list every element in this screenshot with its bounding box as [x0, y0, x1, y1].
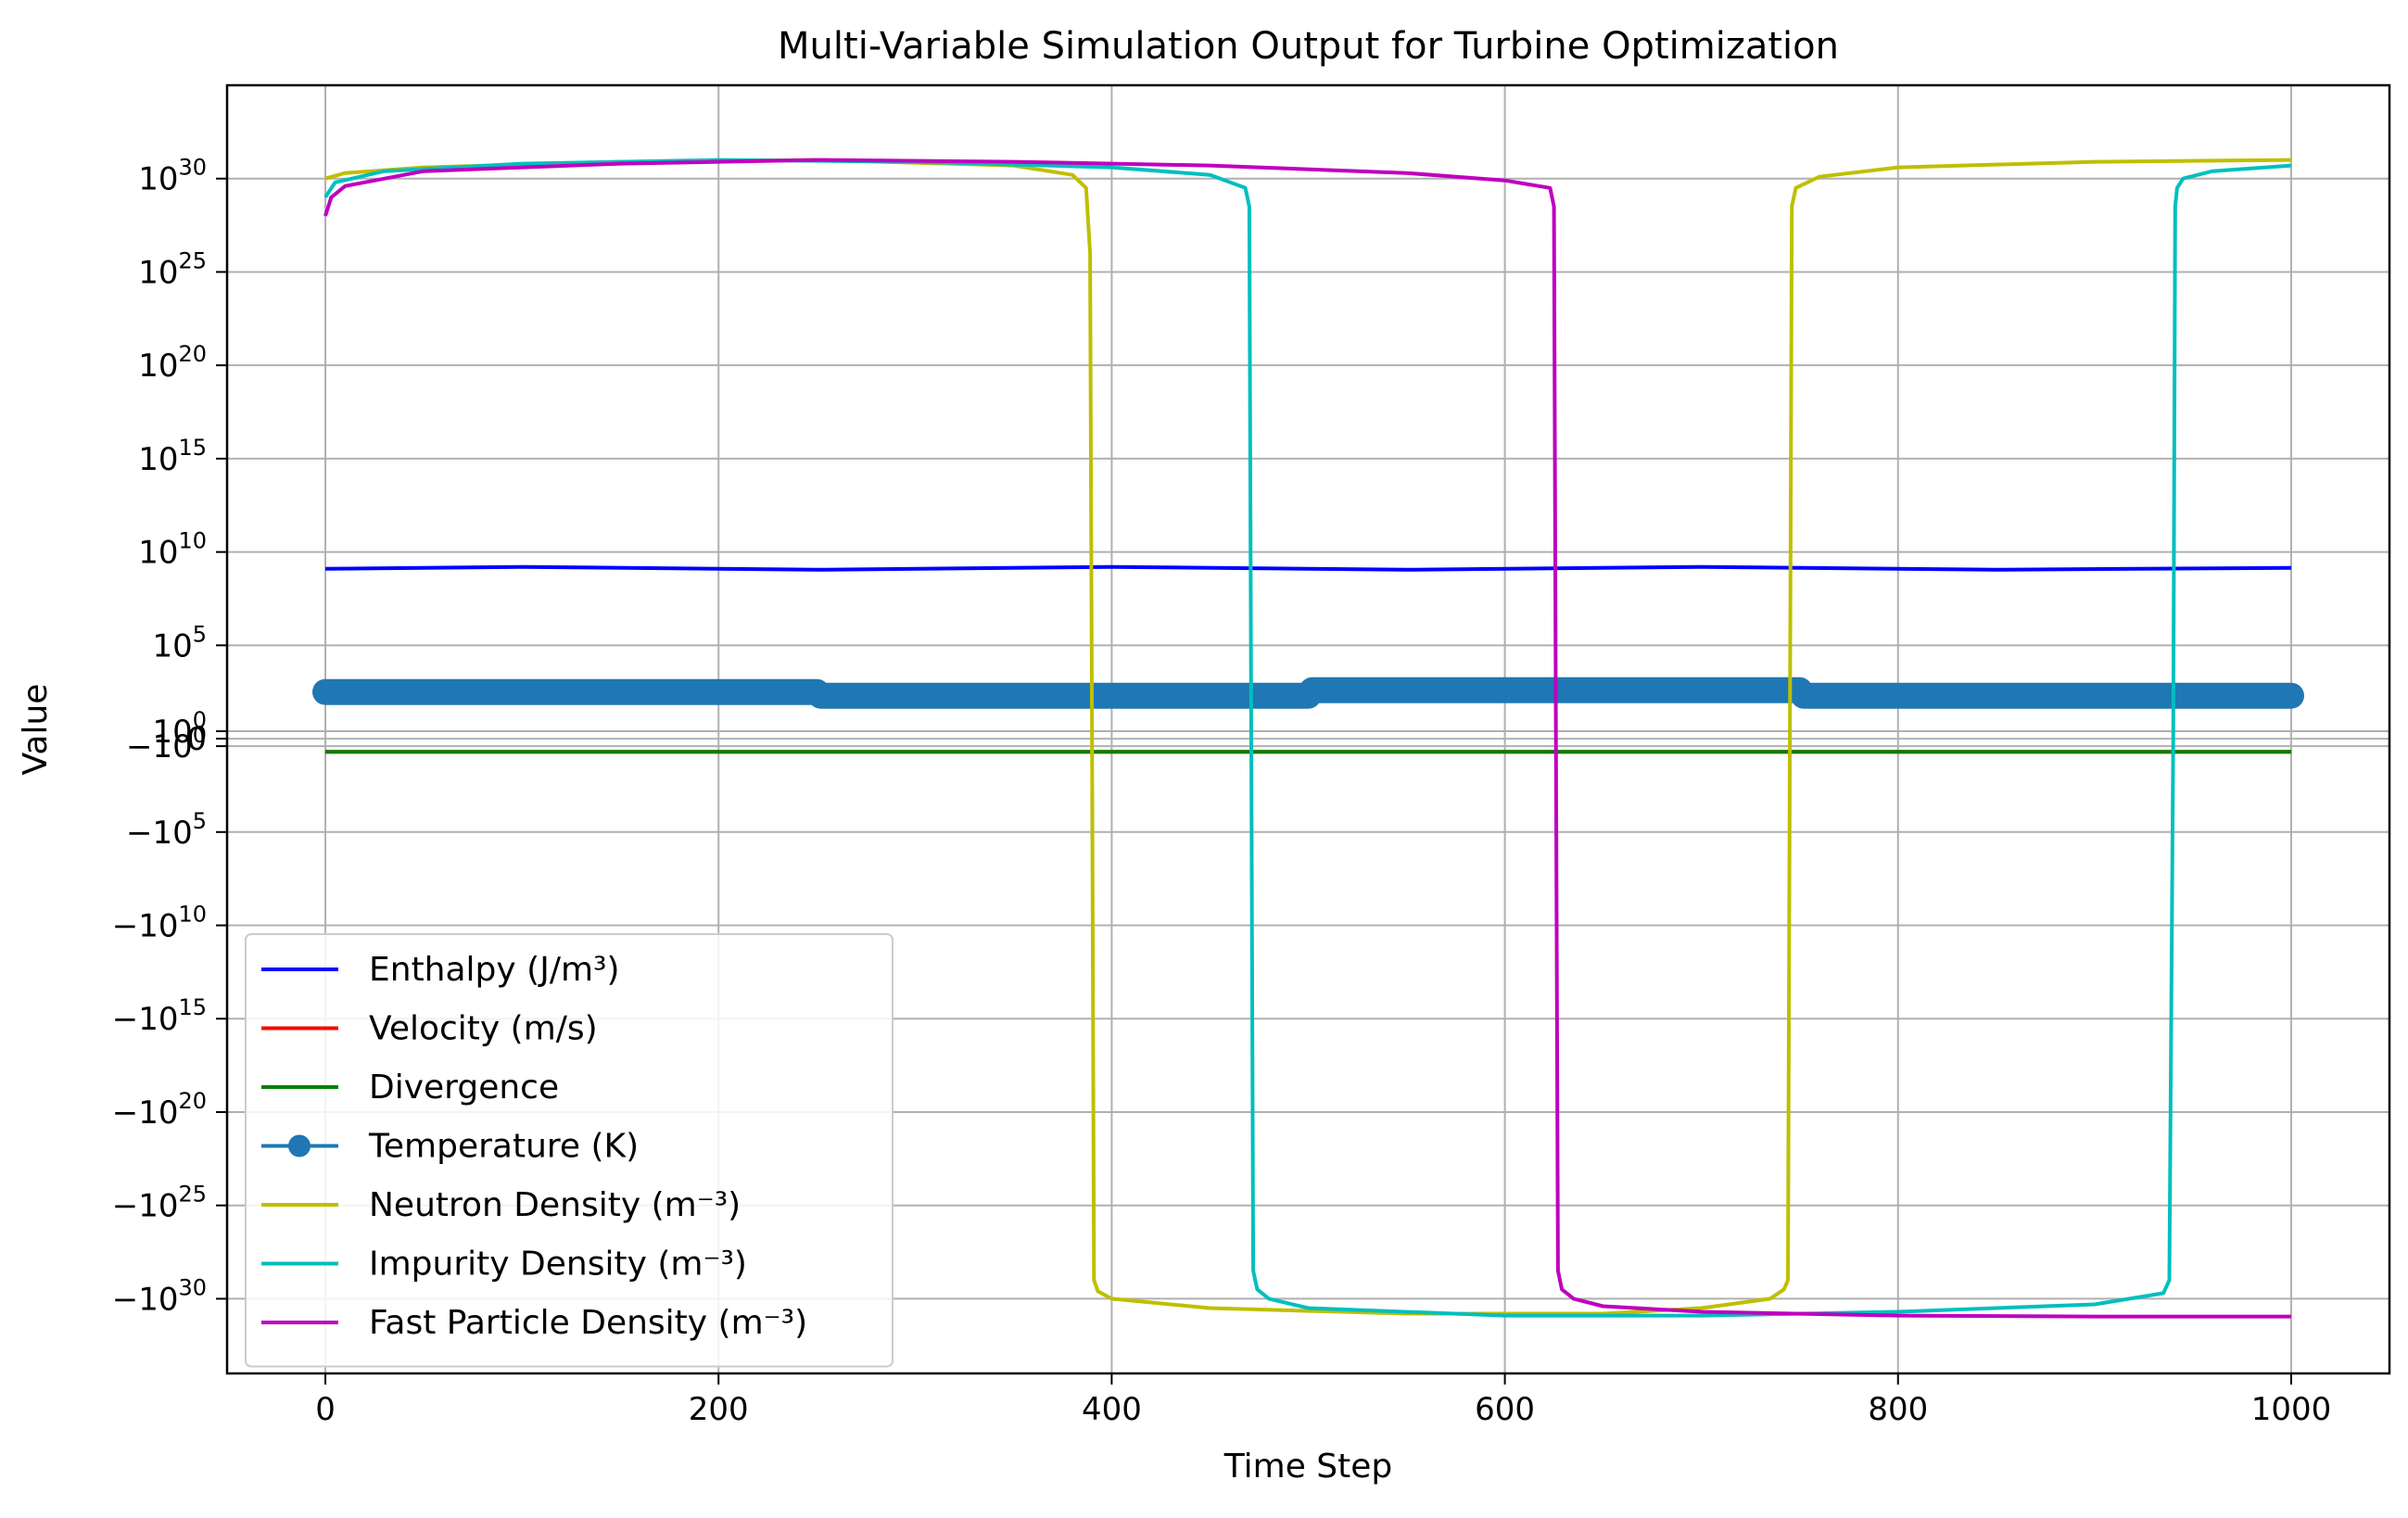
y-tick-label: 1015: [138, 435, 207, 478]
y-tick-label: 1020: [138, 341, 207, 385]
legend-label: Temperature (K): [368, 1128, 639, 1166]
x-tick-label: 800: [1868, 1391, 1928, 1428]
y-tick-label: 0: [186, 721, 207, 758]
y-tick-label: −1015: [112, 994, 207, 1038]
legend-label: Divergence: [369, 1069, 559, 1107]
y-tick-label: 1030: [138, 155, 207, 198]
y-tick-label: −1010: [112, 902, 207, 945]
x-tick-label: 200: [689, 1391, 749, 1428]
legend: Enthalpy (J/m³) Velocity (m/s) Divergence T…: [245, 933, 893, 1368]
x-tick-label: 1000: [2251, 1391, 2332, 1428]
series-line-0: [324, 564, 2292, 572]
y-axis: 1030 1025 1020 1015 1010 105 1000−100 −105 −1010…: [112, 155, 227, 1318]
x-axis: 0 200 400 600 800 1000: [315, 1373, 2331, 1428]
x-axis-label: Time Step: [1223, 1448, 1393, 1486]
y-axis-label: Value: [17, 684, 55, 776]
series-group: [312, 158, 2304, 1319]
legend-label: Fast Particle Density (m⁻³): [369, 1304, 807, 1342]
y-tick-label: 100: [152, 707, 207, 751]
y-tick-label: −105: [126, 808, 207, 852]
chart-title: Multi-Variable Simulation Output for Tur…: [778, 25, 1839, 68]
x-tick-label: 400: [1082, 1391, 1142, 1428]
series-line-6: [323, 158, 2291, 1319]
x-tick-label: 0: [315, 1391, 336, 1428]
series-line-3: [312, 677, 2304, 709]
legend-marker: [288, 1134, 311, 1157]
plot-frame: [225, 83, 2391, 1375]
y-tick-label: −1025: [112, 1182, 207, 1225]
grid: [227, 85, 2389, 1373]
legend-label: Impurity Density (m⁻³): [369, 1246, 747, 1284]
legend-label: Enthalpy (J/m³): [369, 951, 620, 989]
y-tick-label: −1020: [112, 1088, 207, 1132]
legend-box: [245, 933, 893, 1368]
y-tick-label: 1025: [138, 247, 207, 291]
legend-label: Velocity (m/s): [369, 1010, 598, 1048]
x-tick-label: 600: [1475, 1391, 1535, 1428]
y-tick-label: 105: [152, 621, 207, 664]
y-tick-label: 1010: [138, 528, 207, 572]
legend-label: Neutron Density (m⁻³): [369, 1186, 741, 1224]
y-tick-label: −1030: [112, 1274, 207, 1318]
y-tick-label: −100: [126, 722, 207, 765]
